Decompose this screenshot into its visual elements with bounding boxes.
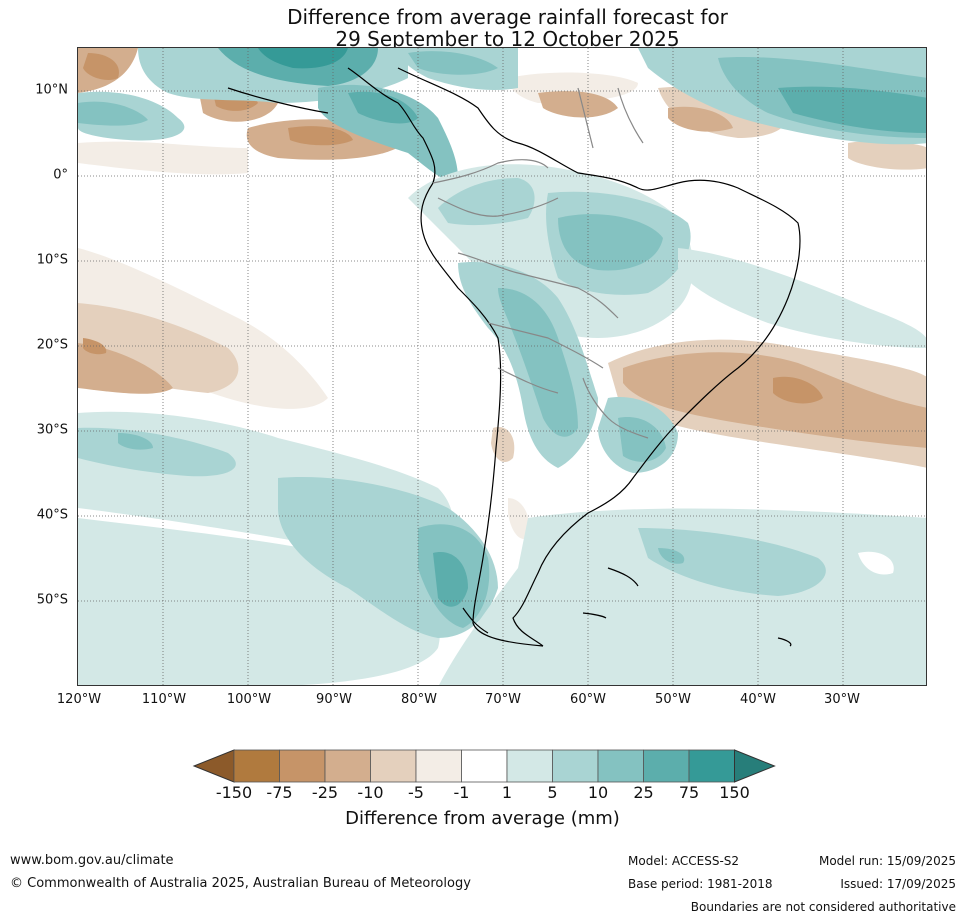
colorbar-swatch — [233, 749, 280, 783]
lat-label-0: 0° — [53, 167, 68, 183]
colorbar-title: Difference from average (mm) — [345, 808, 620, 829]
lon-label-50w: 50°W — [655, 692, 691, 707]
colorbar-tick-label: 25 — [633, 783, 654, 802]
colorbar-tick-label: 75 — [678, 783, 700, 802]
lon-label-110w: 110°W — [141, 692, 187, 707]
colorbar-tick-label: 5 — [547, 783, 558, 802]
colorbar-swatch — [688, 749, 735, 783]
model-run-date: Model run: 15/09/2025 — [818, 854, 956, 868]
lat-label-20s: 20°S — [36, 337, 68, 353]
colorbar-swatch — [415, 749, 462, 783]
colorbar — [190, 746, 780, 786]
boundary-disclaimer: Boundaries are not considered authoritat… — [690, 900, 956, 914]
colorbar-swatch — [324, 749, 371, 783]
lon-label-60w: 60°W — [570, 692, 606, 707]
rainfall-anomaly-map — [77, 47, 927, 686]
lon-label-100w: 100°W — [226, 692, 272, 707]
colorbar-tick-label: 150 — [719, 783, 750, 802]
lon-label-120w: 120°W — [56, 692, 102, 707]
lat-label-10n: 10°N — [35, 82, 68, 98]
wet-anomaly-regions — [78, 48, 926, 685]
map-canvas — [78, 48, 926, 685]
colorbar-tick-label: -10 — [357, 783, 384, 802]
lon-label-40w: 40°W — [740, 692, 776, 707]
colorbar-extend-low — [192, 749, 235, 783]
issued-date: Issued: 17/09/2025 — [840, 877, 956, 891]
colorbar-swatch — [597, 749, 644, 783]
map-title-line1: Difference from average rainfall forecas… — [287, 5, 728, 29]
map-title-line2: 29 September to 12 October 2025 — [335, 27, 680, 51]
lat-label-40s: 40°S — [36, 507, 68, 523]
map-gridlines — [78, 48, 926, 685]
colorbar-swatch — [370, 749, 417, 783]
colorbar-extend-high — [734, 749, 776, 783]
coastlines — [227, 67, 801, 647]
colorbar-swatch — [279, 749, 326, 783]
lon-label-80w: 80°W — [401, 692, 437, 707]
country-borders — [432, 87, 649, 439]
colorbar-tick-label: 10 — [587, 783, 609, 802]
lon-label-90w: 90°W — [316, 692, 352, 707]
colorbar-tick-label: -25 — [311, 783, 339, 802]
colorbar-swatch — [461, 749, 508, 783]
colorbar-tick-label: -1 — [453, 783, 470, 802]
colorbar-tick-label: -150 — [215, 783, 253, 802]
colorbar-swatch — [552, 749, 599, 783]
base-period: Base period: 1981-2018 — [628, 877, 773, 891]
colorbar-swatch — [506, 749, 553, 783]
lon-label-70w: 70°W — [485, 692, 521, 707]
colorbar-swatch — [643, 749, 690, 783]
lat-label-10s: 10°S — [36, 252, 68, 268]
lat-label-50s: 50°S — [36, 592, 68, 608]
colorbar-tick-label: -75 — [266, 783, 293, 802]
lat-label-30s: 30°S — [36, 422, 68, 438]
colorbar-tick-label: -5 — [408, 783, 424, 802]
website-link[interactable]: www.bom.gov.au/climate — [10, 853, 174, 868]
colorbar-tick-label: 1 — [501, 783, 513, 802]
model-name: Model: ACCESS-S2 — [628, 854, 740, 868]
colorbar-svg — [192, 749, 776, 783]
copyright-notice: © Commonwealth of Australia 2025, Austra… — [10, 876, 471, 891]
lon-label-30w: 30°W — [824, 692, 860, 707]
